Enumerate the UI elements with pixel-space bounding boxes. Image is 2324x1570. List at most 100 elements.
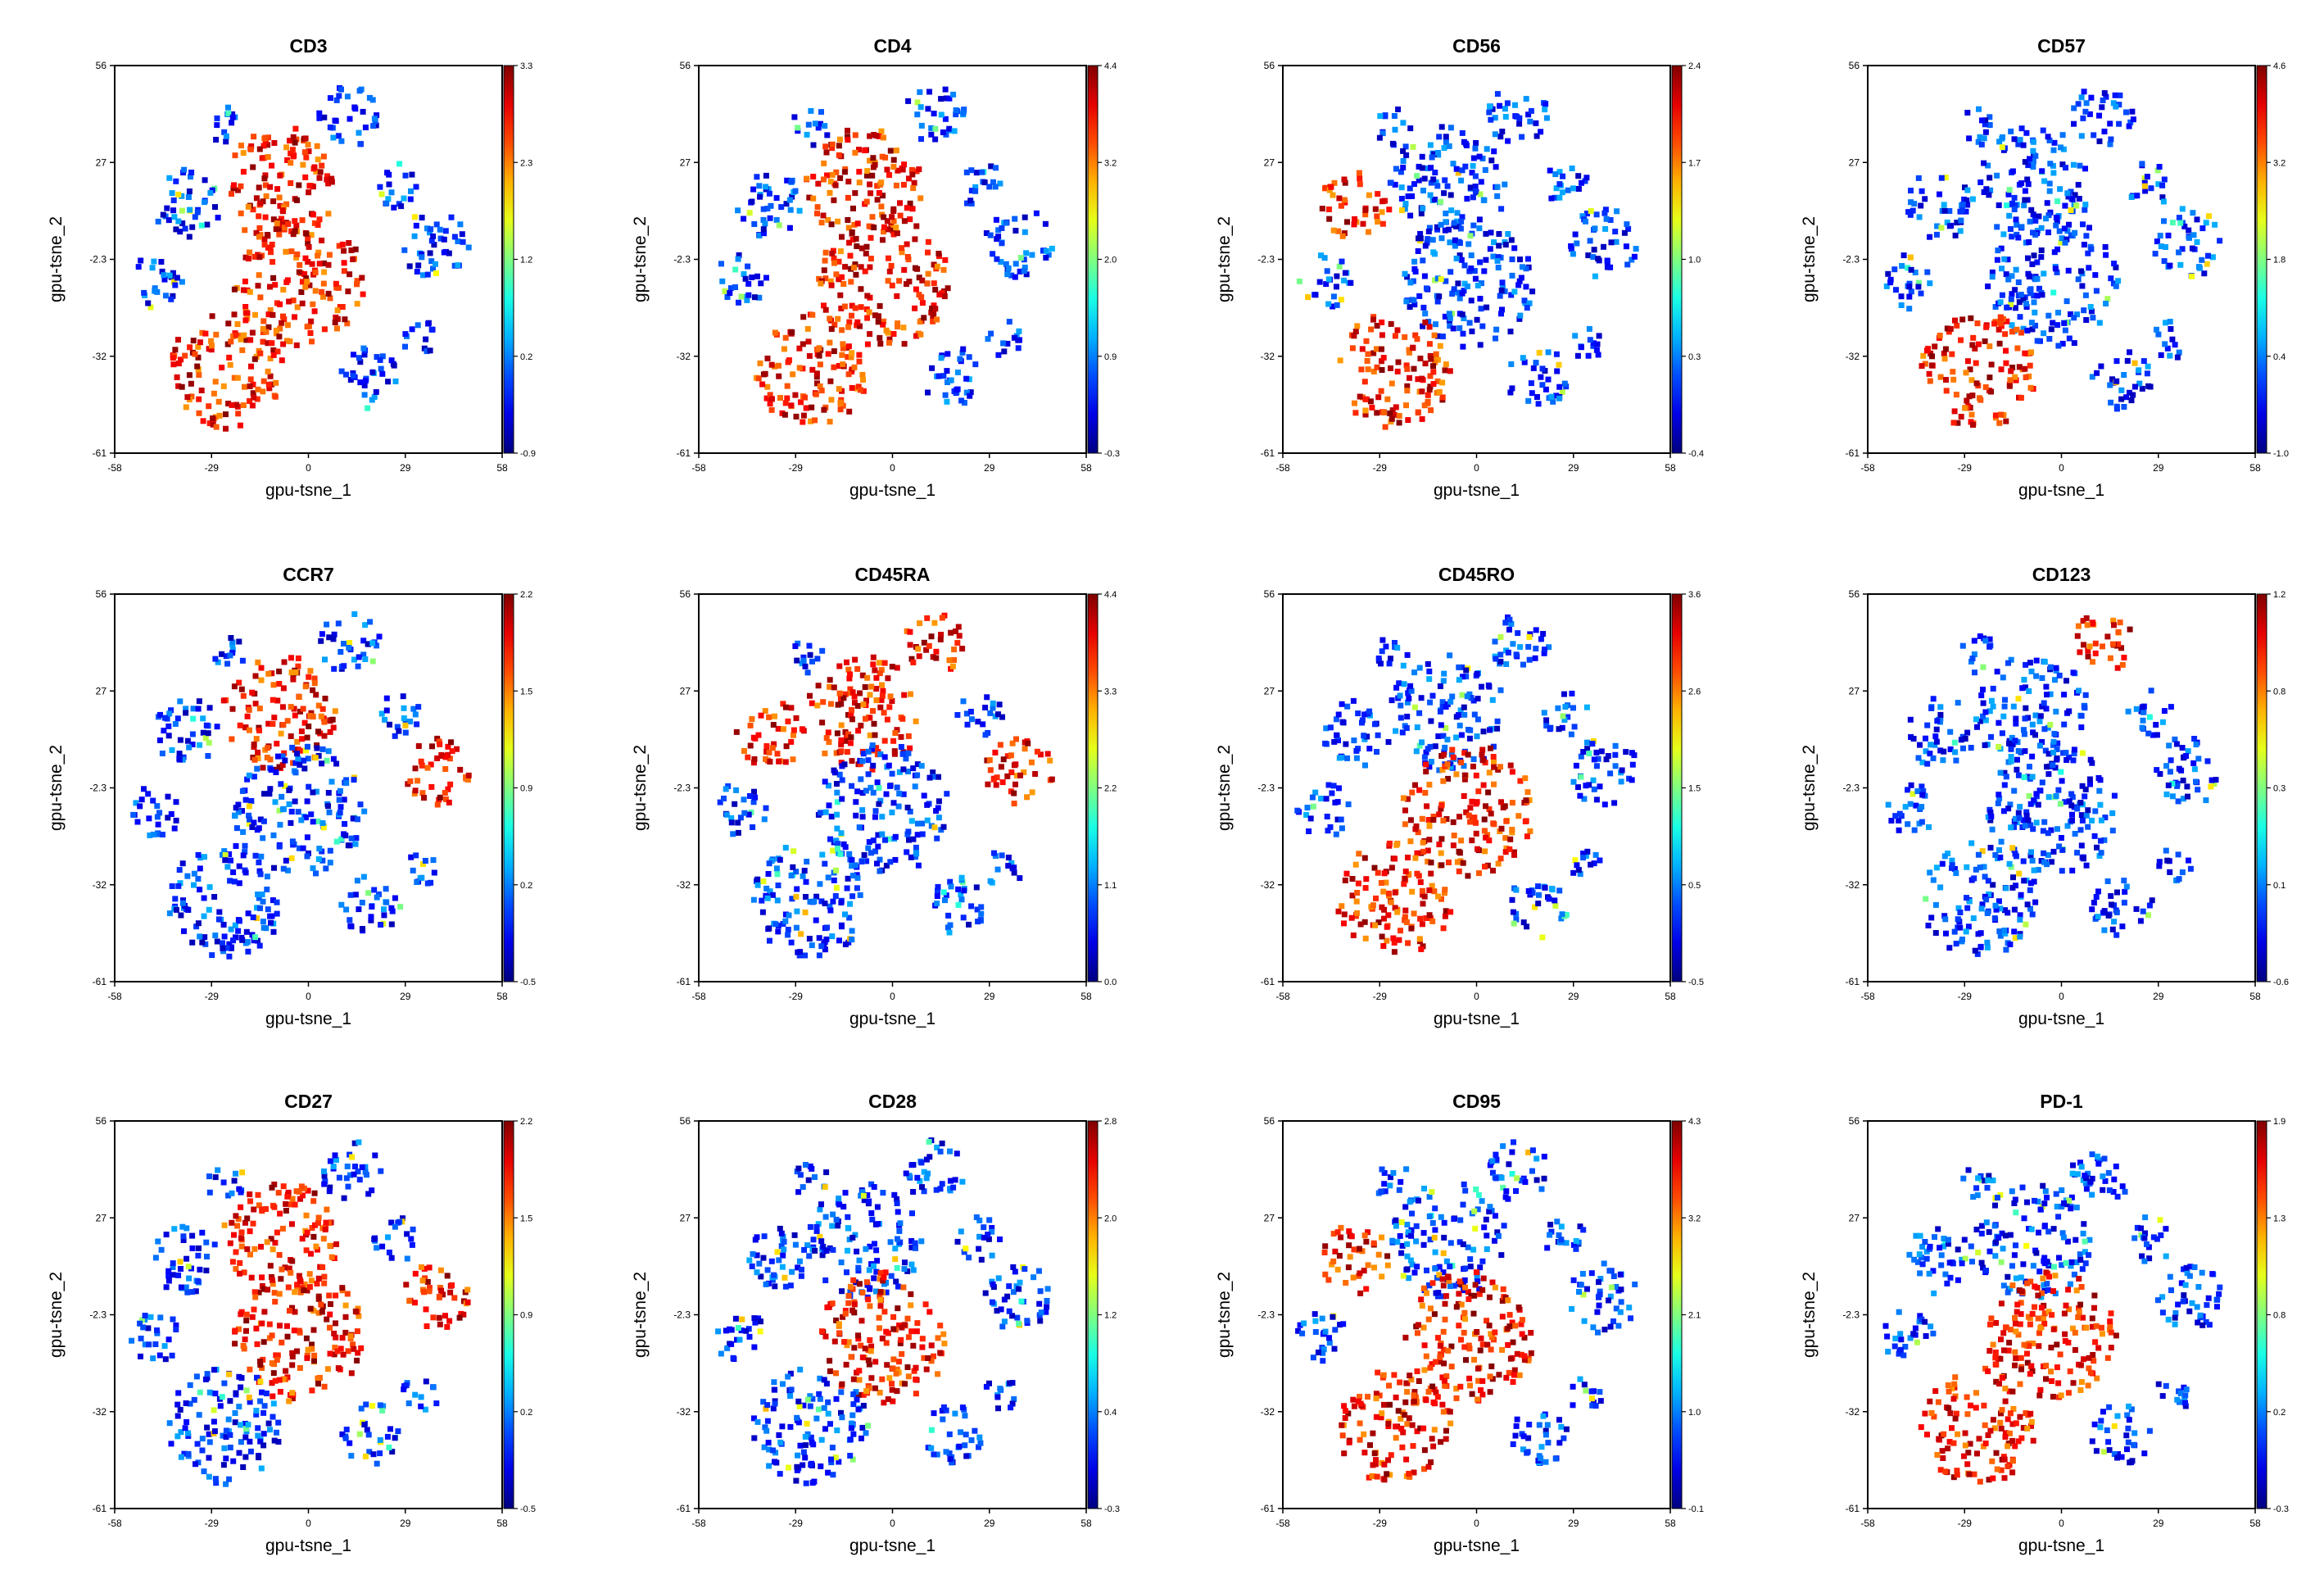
tsne-point [305, 259, 311, 265]
tsne-point [270, 259, 276, 265]
tsne-point [300, 706, 306, 712]
tsne-point [1472, 275, 1479, 282]
tsne-point [154, 803, 161, 810]
tsne-point [851, 364, 858, 370]
tsne-point [265, 311, 272, 318]
tsne-point [829, 250, 836, 256]
tsne-point [1461, 704, 1467, 710]
tsne-point [2093, 288, 2100, 294]
tsne-point [434, 801, 441, 808]
tsne-point [270, 832, 277, 838]
tsne-point [732, 284, 738, 290]
tsne-point [1049, 245, 1055, 252]
tsne-point [1517, 256, 1523, 263]
tsne-point [882, 837, 888, 843]
tsne-point [1392, 889, 1398, 896]
tsne-point [1509, 256, 1515, 262]
tsne-point [1426, 822, 1433, 828]
tsne-point [420, 861, 426, 867]
tsne-point [1382, 424, 1389, 430]
tsne-point [745, 292, 752, 298]
tsne-point [827, 189, 833, 196]
tsne-point [913, 844, 919, 851]
tsne-point [849, 783, 855, 789]
tsne-point [198, 222, 205, 229]
plot-frame [698, 65, 1087, 454]
tsne-point [2113, 932, 2120, 938]
tsne-point [1899, 263, 1905, 269]
tsne-point [1982, 338, 1988, 344]
tsne-point [795, 128, 801, 134]
tsne-point [2029, 774, 2036, 780]
tsne-point [960, 346, 967, 352]
tsne-point [2054, 269, 2060, 275]
tsne-point [1429, 883, 1435, 889]
tsne-point [1442, 887, 1448, 893]
tsne-point [223, 133, 229, 139]
tsne-point [2054, 198, 2061, 205]
tsne-point [1927, 751, 1933, 757]
colorbar [2256, 65, 2267, 454]
tsne-point [2097, 777, 2104, 783]
tsne-point [2059, 778, 2065, 784]
tsne-point [2100, 98, 2106, 103]
tsne-point [2209, 254, 2216, 261]
tsne-point [1463, 809, 1470, 815]
tsne-point [872, 312, 878, 319]
tsne-point [419, 251, 425, 257]
x-axis-label: gpu-tsne_1 [265, 481, 351, 500]
tsne-point [1924, 760, 1931, 767]
tsne-point [1586, 782, 1592, 788]
tsne-point [940, 266, 947, 273]
tsne-point [999, 779, 1006, 786]
tsne-point [2069, 867, 2076, 873]
tsne-point [1428, 165, 1434, 171]
tsne-point [2172, 342, 2178, 348]
tsne-point [735, 256, 741, 262]
tsne-point [1905, 821, 1911, 828]
tsne-point [1404, 388, 1411, 394]
tsne-point [2187, 865, 2194, 872]
tsne-point [1987, 187, 1994, 193]
tsne-point [415, 704, 422, 710]
tsne-point [1372, 206, 1379, 212]
tsne-point [229, 706, 236, 712]
tsne-point [315, 856, 322, 862]
tsne-point [2074, 805, 2081, 812]
tsne-point [954, 387, 960, 393]
tsne-point [2146, 714, 2153, 720]
tsne-point [331, 665, 338, 672]
tsne-point [2055, 343, 2062, 349]
tsne-point [1354, 890, 1361, 896]
tsne-point [892, 730, 899, 736]
tsne-point [847, 901, 854, 907]
tsne-point [1494, 91, 1501, 98]
tsne-point [1483, 256, 1489, 263]
tsne-point [877, 751, 884, 757]
tsne-point [932, 306, 939, 312]
tsne-point [1464, 196, 1470, 202]
tsne-point [274, 348, 281, 355]
tsne-point [890, 231, 897, 238]
y-tick-label: -32 [1846, 879, 1860, 891]
colorbar-tick-label: 4.4 [1104, 61, 1117, 71]
tsne-point [859, 672, 866, 678]
tsne-point [227, 361, 233, 368]
tsne-point [1447, 192, 1454, 198]
tsne-point [1446, 311, 1452, 317]
tsne-point [2063, 165, 2068, 171]
tsne-point [324, 176, 330, 183]
tsne-point [1436, 134, 1443, 140]
tsne-point [820, 212, 827, 219]
tsne-point [1464, 693, 1470, 700]
tsne-point [896, 769, 903, 775]
tsne-point [1407, 185, 1413, 192]
tsne-point [280, 685, 287, 692]
tsne-point [1919, 188, 1925, 194]
scatter-points [1885, 615, 2219, 957]
tsne-point [2000, 231, 2007, 238]
tsne-point [754, 876, 761, 883]
tsne-point [2217, 238, 2223, 244]
tsne-point [1023, 250, 1030, 256]
tsne-point [916, 166, 922, 173]
